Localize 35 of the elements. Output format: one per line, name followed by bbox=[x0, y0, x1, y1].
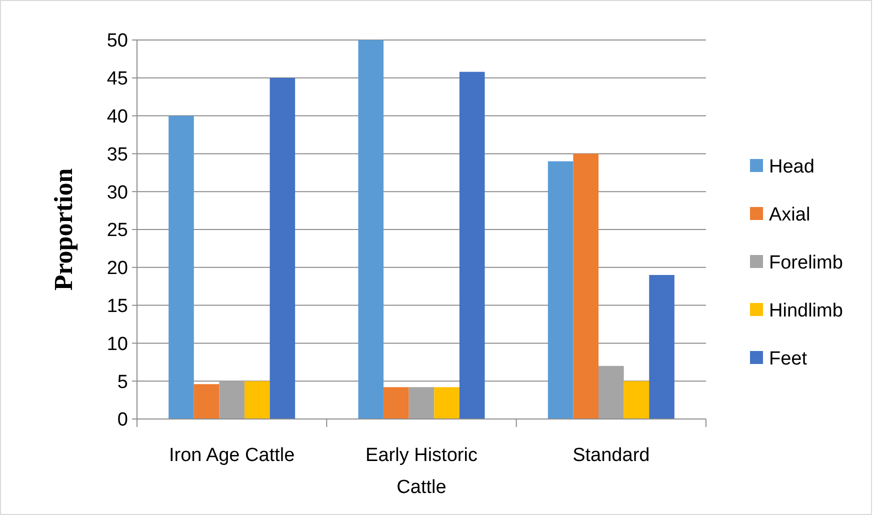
y-tick-label: 25 bbox=[106, 220, 128, 242]
bar bbox=[219, 381, 244, 419]
y-tick-label: 30 bbox=[106, 182, 128, 204]
y-tick-label: 40 bbox=[106, 106, 128, 128]
bar bbox=[244, 381, 270, 419]
bar bbox=[548, 161, 574, 419]
y-tick-label: 45 bbox=[106, 68, 128, 90]
x-tick-label: Standard bbox=[572, 445, 650, 466]
bar bbox=[168, 116, 194, 419]
bar bbox=[408, 387, 434, 419]
y-axis-title: Proportion bbox=[49, 168, 78, 291]
x-tick-label: Iron Age Cattle bbox=[168, 445, 295, 466]
bar bbox=[194, 384, 220, 419]
y-tick-label: 5 bbox=[117, 372, 128, 393]
bar bbox=[624, 381, 650, 419]
bar bbox=[270, 78, 296, 419]
bar bbox=[573, 154, 599, 419]
legend-label: Hindlimb bbox=[769, 300, 843, 322]
bar bbox=[649, 274, 674, 419]
x-tick-label: Early Historic Cattle bbox=[366, 445, 478, 498]
y-tick-label: 15 bbox=[106, 296, 128, 317]
bar bbox=[384, 387, 409, 419]
y-tick-label: 50 bbox=[106, 30, 128, 52]
y-tick-label: 10 bbox=[106, 334, 128, 355]
bar bbox=[434, 387, 460, 419]
y-tick-label: 35 bbox=[106, 144, 128, 166]
legend-label: Feet bbox=[769, 348, 808, 370]
legend-label: Forelimb bbox=[769, 252, 843, 274]
bar bbox=[598, 366, 624, 419]
bar bbox=[459, 72, 485, 419]
legend-label: Axial bbox=[769, 204, 810, 226]
bar bbox=[358, 40, 384, 419]
y-tick-label: 0 bbox=[117, 410, 128, 431]
legend-label: Head bbox=[769, 156, 814, 178]
y-tick-label: 20 bbox=[106, 258, 128, 280]
